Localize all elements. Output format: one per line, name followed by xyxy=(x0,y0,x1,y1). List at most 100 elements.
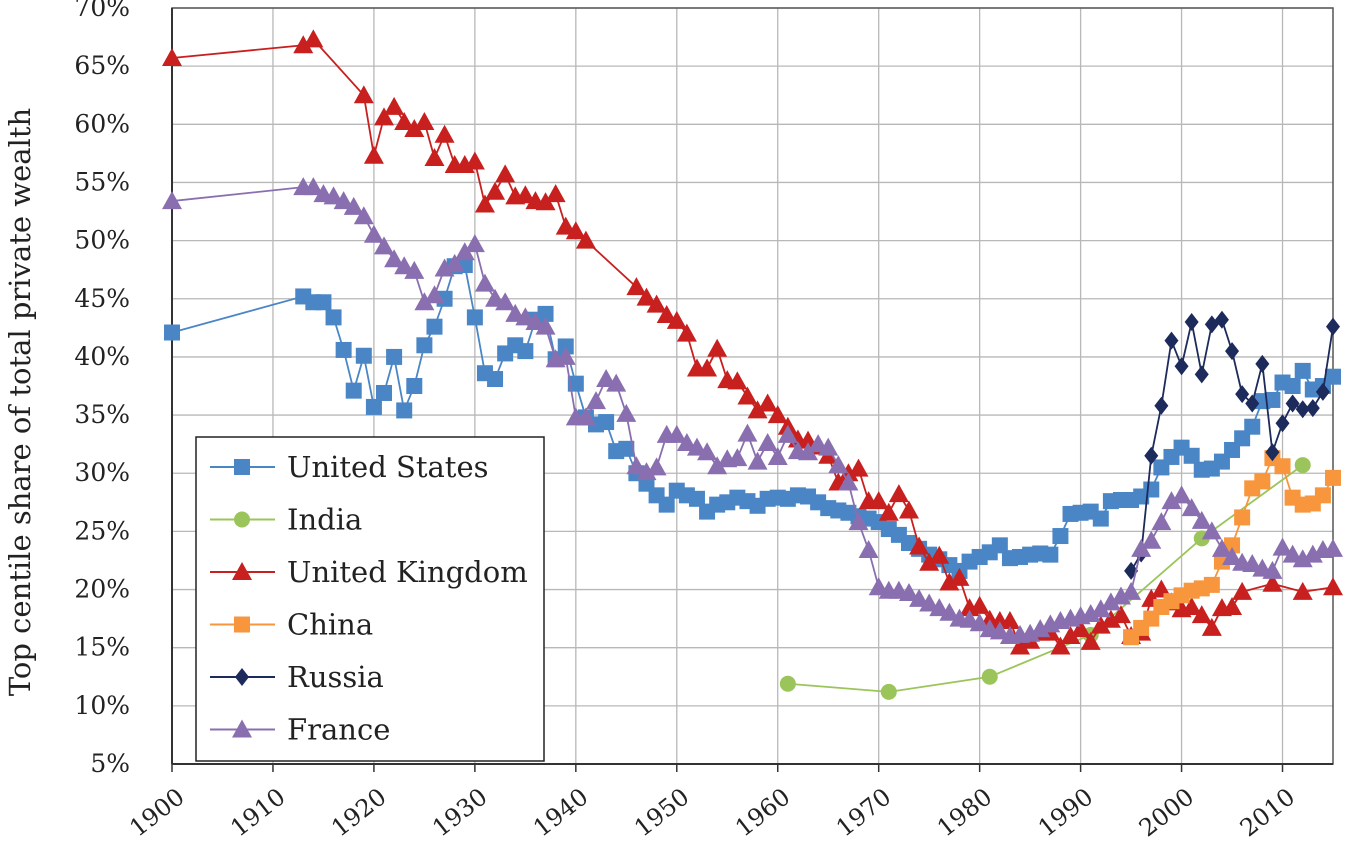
legend-swatch-marker xyxy=(232,562,252,580)
legend-item-russia: Russia xyxy=(210,660,384,694)
data-point-france xyxy=(828,455,849,474)
data-point-united-kingdom xyxy=(374,107,395,126)
data-point-united-kingdom xyxy=(666,310,687,329)
data-point-france xyxy=(909,588,930,607)
legend-label: India xyxy=(287,503,362,537)
data-point-france xyxy=(697,442,718,461)
data-point-france xyxy=(1020,623,1041,642)
data-point-united-kingdom xyxy=(636,287,657,306)
x-tick-label: 1930 xyxy=(427,783,492,843)
data-point-france xyxy=(1141,530,1162,549)
x-tick-label: 2010 xyxy=(1235,783,1300,843)
data-point-russia xyxy=(1275,414,1290,433)
data-point-france xyxy=(1090,599,1111,618)
data-point-china xyxy=(1203,576,1220,593)
data-point-france xyxy=(424,285,445,304)
x-tick-labels: 1900 1910 1920 1930 1940 1950 1960 1970 1980 1990… xyxy=(124,783,1300,843)
data-point-china xyxy=(1234,509,1251,526)
data-point-france xyxy=(798,442,819,461)
data-point-united-states xyxy=(618,440,635,457)
data-point-united-kingdom xyxy=(1050,636,1071,655)
data-point-russia xyxy=(1235,385,1250,404)
data-point-russia xyxy=(1194,365,1209,384)
series-russia xyxy=(1124,310,1340,580)
data-point-united-kingdom xyxy=(1222,596,1243,615)
data-point-united-states xyxy=(1284,378,1301,394)
data-point-united-kingdom xyxy=(939,572,960,591)
data-point-china xyxy=(1325,469,1341,486)
data-point-france xyxy=(333,191,354,210)
data-point-united-states xyxy=(1294,362,1311,379)
data-point-russia xyxy=(1315,382,1330,401)
y-axis-label: Top centile share of total private wealt… xyxy=(3,108,37,696)
data-point-united-states xyxy=(386,348,403,365)
data-point-france xyxy=(353,206,374,225)
data-point-russia xyxy=(1214,310,1229,329)
data-point-france xyxy=(1030,619,1051,638)
data-point-france xyxy=(939,602,960,621)
data-point-france xyxy=(1211,538,1232,557)
data-point-united-kingdom xyxy=(1090,615,1111,634)
data-point-united-kingdom xyxy=(737,386,758,405)
data-point-france xyxy=(1302,544,1323,563)
legend-swatch-marker xyxy=(234,616,250,633)
data-point-russia xyxy=(1305,399,1320,418)
data-point-china xyxy=(1213,553,1230,570)
data-point-india xyxy=(981,668,998,685)
data-point-united-states xyxy=(315,294,332,311)
data-point-united-kingdom xyxy=(656,305,677,324)
data-point-russia xyxy=(1154,396,1169,415)
series-line-india xyxy=(787,464,1304,693)
data-point-france xyxy=(454,242,475,261)
x-tick-label: 1910 xyxy=(225,783,290,843)
data-point-france xyxy=(606,373,627,392)
legend-item-united-states: United States xyxy=(210,450,489,484)
y-tick-label: 10% xyxy=(74,691,130,720)
data-point-france xyxy=(1121,581,1142,600)
data-point-russia xyxy=(1184,313,1199,332)
y-tick-label: 35% xyxy=(74,400,130,429)
data-point-united-states xyxy=(376,384,393,401)
data-point-united-kingdom xyxy=(474,194,495,213)
series-france xyxy=(162,177,1343,645)
data-point-france xyxy=(575,407,596,426)
data-point-france xyxy=(515,307,536,326)
x-tick-label: 1990 xyxy=(1033,783,1098,843)
legend-label: United Kingdom xyxy=(287,555,528,589)
data-point-france xyxy=(848,512,869,531)
data-point-france xyxy=(1171,485,1192,504)
data-point-united-kingdom xyxy=(575,230,596,249)
data-point-france xyxy=(303,177,324,196)
data-point-united-kingdom xyxy=(697,358,718,377)
y-tick-label: 70% xyxy=(74,0,130,22)
data-point-united-kingdom xyxy=(515,185,536,204)
data-point-united-kingdom xyxy=(707,338,728,357)
data-point-united-states xyxy=(688,490,705,507)
data-point-united-states xyxy=(426,318,443,335)
legend-item-france: France xyxy=(210,713,390,747)
y-tick-label: 45% xyxy=(74,284,130,313)
data-point-united-states xyxy=(355,347,372,364)
data-point-france xyxy=(737,423,758,442)
y-tick-label: 50% xyxy=(74,226,130,255)
data-point-united-states xyxy=(396,402,413,419)
data-point-france xyxy=(767,446,788,465)
data-point-france xyxy=(919,593,940,612)
data-point-united-kingdom xyxy=(898,500,919,519)
data-point-france xyxy=(898,583,919,602)
data-point-united-kingdom xyxy=(1232,581,1253,600)
data-point-france xyxy=(414,292,435,311)
data-point-united-kingdom xyxy=(929,545,950,564)
data-point-united-states xyxy=(1264,391,1281,408)
data-point-united-states xyxy=(335,341,352,358)
data-point-russia xyxy=(1225,342,1240,361)
data-point-russia xyxy=(1326,317,1340,336)
legend-label: Russia xyxy=(287,660,384,694)
y-tick-label: 15% xyxy=(74,633,130,662)
data-point-united-kingdom xyxy=(949,567,970,586)
data-point-united-kingdom xyxy=(485,181,506,200)
data-point-united-states xyxy=(1244,418,1261,435)
data-point-france xyxy=(1262,560,1283,579)
data-point-france xyxy=(707,456,728,475)
data-point-france xyxy=(1272,537,1293,556)
